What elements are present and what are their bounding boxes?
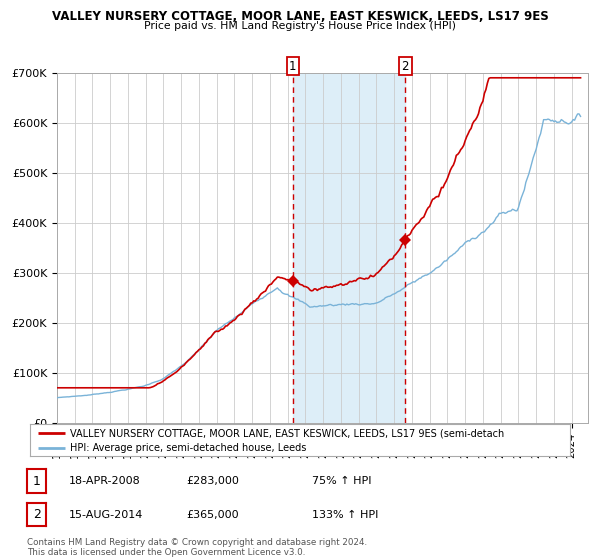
Text: 75% ↑ HPI: 75% ↑ HPI — [312, 476, 371, 486]
Text: £283,000: £283,000 — [186, 476, 239, 486]
Text: £365,000: £365,000 — [186, 510, 239, 520]
Text: VALLEY NURSERY COTTAGE, MOOR LANE, EAST KESWICK, LEEDS, LS17 9ES: VALLEY NURSERY COTTAGE, MOOR LANE, EAST … — [52, 10, 548, 23]
Text: Price paid vs. HM Land Registry's House Price Index (HPI): Price paid vs. HM Land Registry's House … — [144, 21, 456, 31]
Text: 1: 1 — [289, 60, 296, 73]
Text: 18-APR-2008: 18-APR-2008 — [69, 476, 141, 486]
Text: 2: 2 — [32, 508, 41, 521]
Text: 1: 1 — [32, 474, 41, 488]
Text: HPI: Average price, semi-detached house, Leeds: HPI: Average price, semi-detached house,… — [71, 443, 307, 453]
Text: 15-AUG-2014: 15-AUG-2014 — [69, 510, 143, 520]
Text: 2: 2 — [401, 60, 409, 73]
Text: Contains HM Land Registry data © Crown copyright and database right 2024.
This d: Contains HM Land Registry data © Crown c… — [27, 538, 367, 557]
Text: 133% ↑ HPI: 133% ↑ HPI — [312, 510, 379, 520]
Bar — [293, 73, 405, 423]
Text: VALLEY NURSERY COTTAGE, MOOR LANE, EAST KESWICK, LEEDS, LS17 9ES (semi-detach: VALLEY NURSERY COTTAGE, MOOR LANE, EAST … — [71, 428, 505, 438]
